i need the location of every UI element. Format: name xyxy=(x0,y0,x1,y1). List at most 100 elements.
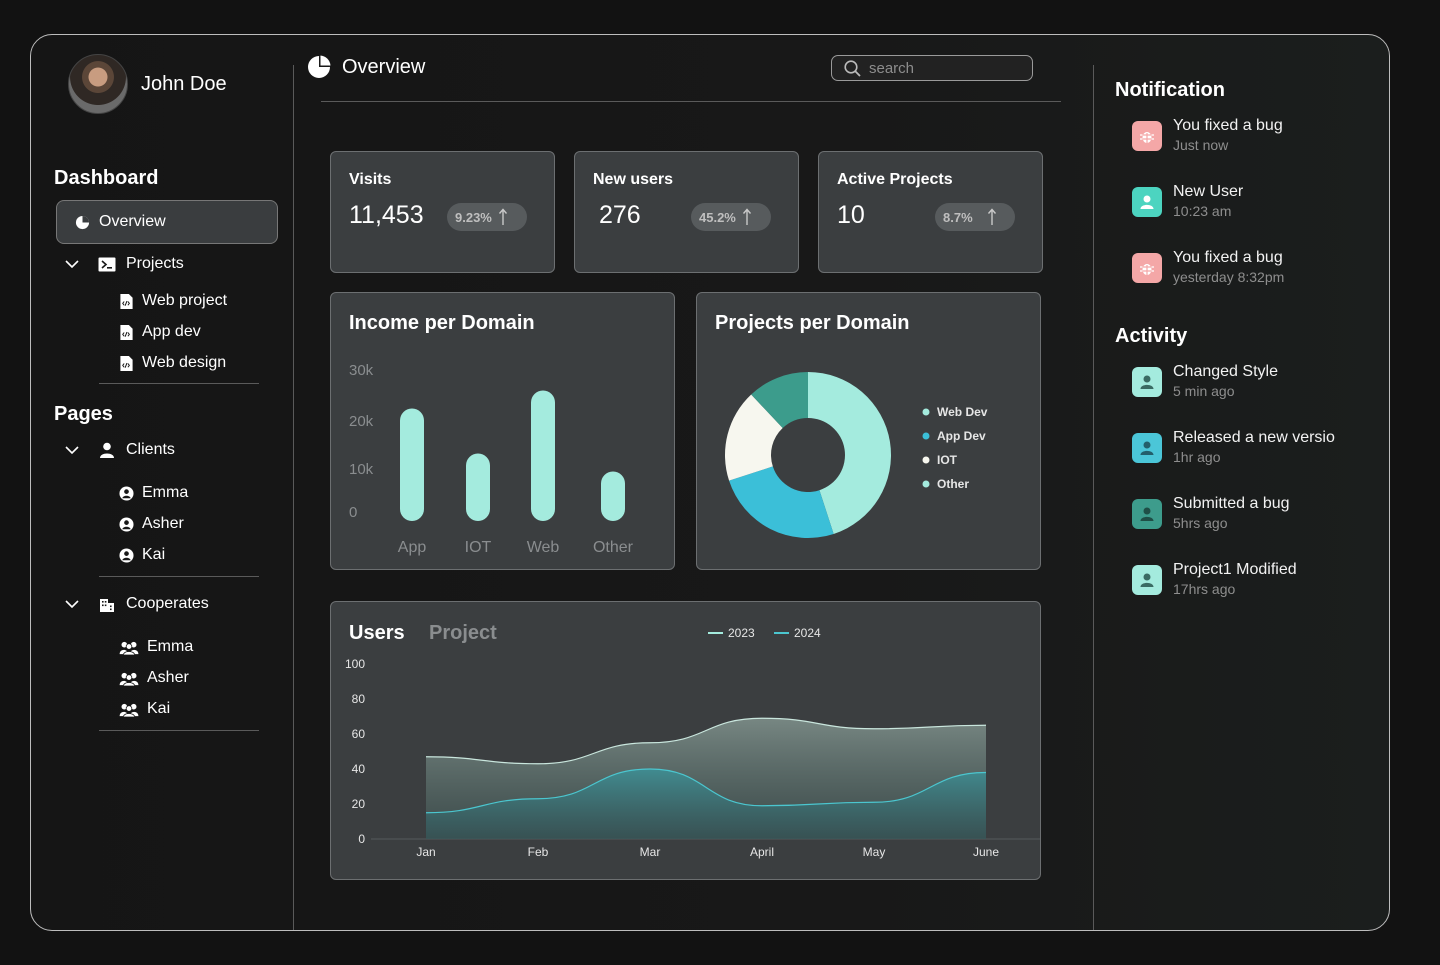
bar[interactable] xyxy=(601,471,625,522)
bar[interactable] xyxy=(400,408,424,522)
area-fill xyxy=(426,769,986,839)
legend-dot xyxy=(922,456,930,464)
search-icon xyxy=(844,59,861,77)
sidebar-item-label: Emma xyxy=(142,484,189,501)
code-file-icon xyxy=(120,324,133,340)
activity-time: 5hrs ago xyxy=(1173,515,1228,531)
x-tick-label: Feb xyxy=(528,845,549,859)
activity-item[interactable]: Project1 Modified 17hrs ago xyxy=(1132,561,1297,597)
sidebar-group-clients[interactable]: Clients xyxy=(65,441,175,459)
sidebar-item-overview[interactable]: Overview xyxy=(56,200,278,244)
sidebar-item-client-emma[interactable]: Emma xyxy=(119,484,188,502)
x-tick-label: June xyxy=(973,845,999,859)
profile[interactable]: John Doe xyxy=(68,54,227,114)
activity-item[interactable]: Submitted a bug 5hrs ago xyxy=(1132,495,1290,531)
dashboard-section-title: Dashboard xyxy=(54,167,159,189)
stat-title: Visits xyxy=(349,171,392,188)
bar[interactable] xyxy=(531,390,555,522)
notification-item[interactable]: You fixed a bug yesterday 8:32pm xyxy=(1132,249,1284,285)
user-icon xyxy=(1132,187,1162,217)
sidebar-item-web-project[interactable]: Web project xyxy=(119,292,227,310)
activity-title: Activity xyxy=(1115,325,1188,347)
sidebar-item-app-dev[interactable]: App dev xyxy=(119,323,201,341)
sidebar-item-label: Asher xyxy=(142,515,184,532)
header-divider xyxy=(321,101,1061,102)
arrow-up-icon xyxy=(498,208,507,225)
divider xyxy=(99,730,259,731)
bug-icon xyxy=(1132,253,1162,283)
group-icon xyxy=(119,641,139,655)
notification-time: yesterday 8:32pm xyxy=(1173,269,1285,285)
legend-label: Other xyxy=(937,477,969,491)
stat-card-active-projects[interactable]: Active Projects 10 8.7% xyxy=(818,151,1043,273)
building-icon xyxy=(100,599,114,612)
sidebar-item-client-asher[interactable]: Asher xyxy=(119,515,184,533)
sidebar-group-projects[interactable]: Projects xyxy=(65,255,184,273)
pie-chart-icon xyxy=(308,55,331,78)
sidebar-item-label: Kai xyxy=(147,700,171,717)
income-bar-chart: 30k 20k 10k 0 App IOT Web Other xyxy=(349,362,634,556)
sidebar-item-cooperate-emma[interactable]: Emma xyxy=(119,638,193,656)
sidebar-group-cooperates[interactable]: Cooperates xyxy=(65,595,209,613)
terminal-icon xyxy=(98,257,116,271)
growth-value: 8.7% xyxy=(943,209,973,225)
series-line[interactable] xyxy=(425,717,987,765)
income-chart-card: Income per Domain 30k 20k 10k 0 App IOT Web Oth… xyxy=(330,292,675,570)
chevron-down-icon xyxy=(65,446,79,455)
tab-users[interactable]: Users xyxy=(349,622,405,644)
stat-card-visits[interactable]: Visits 11,453 9.23% xyxy=(330,151,555,273)
stat-card-new-users[interactable]: New users 276 45.2% xyxy=(574,151,799,273)
notification-item[interactable]: New User 10:23 am xyxy=(1132,183,1243,219)
sidebar-item-cooperate-asher[interactable]: Asher xyxy=(119,669,189,687)
activity-text: Released a new versio xyxy=(1173,429,1335,446)
activity-item[interactable]: Changed Style 5 min ago xyxy=(1132,363,1278,399)
legend-label: Web Dev xyxy=(937,405,988,419)
divider xyxy=(99,576,259,577)
legend-dot xyxy=(922,408,930,416)
stat-title: Active Projects xyxy=(837,171,953,188)
user-icon xyxy=(1132,433,1162,463)
y-tick-label: 20k xyxy=(349,413,374,430)
donut-slice[interactable] xyxy=(808,372,891,534)
notification-item[interactable]: You fixed a bug Just now xyxy=(1132,117,1283,153)
y-tick-label: 0 xyxy=(349,504,357,521)
bar[interactable] xyxy=(466,453,490,522)
y-tick-label: 0 xyxy=(358,832,365,846)
legend-dot xyxy=(922,480,930,488)
user-circle-icon xyxy=(119,547,134,563)
search-input[interactable] xyxy=(869,59,1019,77)
donut-slice[interactable] xyxy=(725,394,783,481)
activity-text: Project1 Modified xyxy=(1173,561,1297,578)
x-tick-label: April xyxy=(750,845,774,859)
x-tick-label: IOT xyxy=(465,539,492,556)
chevron-down-icon xyxy=(65,260,79,269)
notification-text: You fixed a bug xyxy=(1173,249,1283,266)
sidebar-item-label: Asher xyxy=(147,669,189,686)
stat-title: New users xyxy=(593,171,674,188)
stat-value: 11,453 xyxy=(349,201,424,229)
code-file-icon xyxy=(120,355,133,371)
notification-text: New User xyxy=(1173,183,1244,200)
x-tick-label: May xyxy=(863,845,886,859)
growth-badge: 8.7% xyxy=(935,203,1015,231)
projects-donut-chart: Web Dev App Dev IOT Other xyxy=(725,372,988,538)
sidebar-item-web-design[interactable]: Web design xyxy=(119,354,226,372)
stat-value: 10 xyxy=(837,201,865,229)
donut-slice[interactable] xyxy=(729,466,834,538)
sidebar-item-label: Web project xyxy=(142,292,228,309)
tab-project[interactable]: Project xyxy=(429,622,497,644)
activity-item[interactable]: Released a new versio 1hr ago xyxy=(1132,429,1335,465)
bug-icon xyxy=(1132,121,1162,151)
sidebar-item-client-kai[interactable]: Kai xyxy=(119,546,165,564)
sidebar-item-label: Web design xyxy=(142,354,227,371)
avatar[interactable] xyxy=(68,54,128,114)
donut-slice[interactable] xyxy=(751,372,808,429)
activity-text: Submitted a bug xyxy=(1173,495,1290,512)
search-box[interactable] xyxy=(831,55,1033,81)
sidebar-item-label: Emma xyxy=(147,638,194,655)
notification-time: 10:23 am xyxy=(1173,203,1232,219)
sidebar-group-label: Projects xyxy=(126,255,184,272)
sidebar-item-cooperate-kai[interactable]: Kai xyxy=(119,700,170,718)
y-tick-label: 40 xyxy=(352,762,366,776)
series-line[interactable] xyxy=(425,768,987,814)
